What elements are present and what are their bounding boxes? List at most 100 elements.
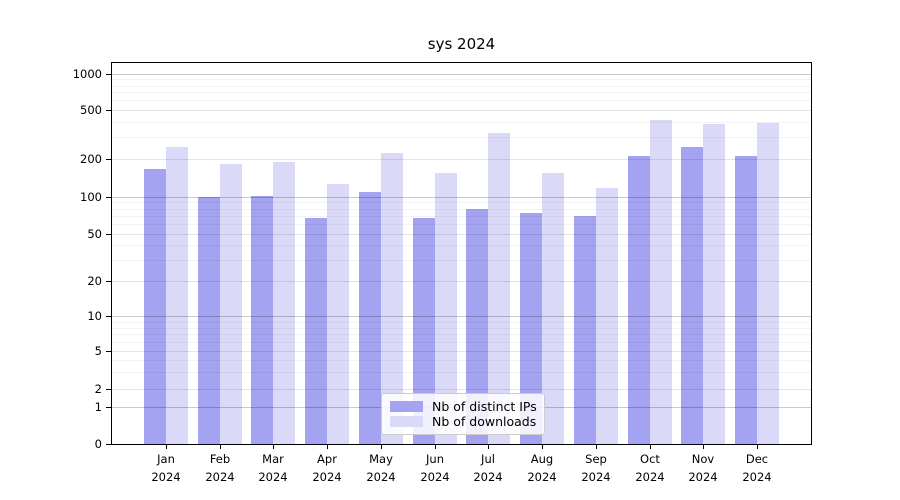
bar-downloads-jun [435,173,457,444]
y-tick-10 [106,316,111,317]
y-tick-1000 [106,74,111,75]
bar-distinct-ips-oct [628,156,650,444]
x-label-month: May [369,452,393,466]
bar-distinct-ips-sep [574,216,596,444]
bar-downloads-oct [650,120,672,444]
x-tick-feb [220,445,221,449]
x-tick-mar [273,445,274,449]
bar-downloads-aug [542,173,564,444]
bar-distinct-ips-dec [735,156,757,444]
x-label-year: 2024 [635,469,665,484]
y-tick-label-500: 500 [80,103,102,117]
x-label-month: Jan [157,452,175,466]
x-tick-label-may: May 2024 [353,451,409,486]
y-tick-label-5: 5 [94,344,102,358]
y-tick-500 [106,110,111,111]
bar-distinct-ips-jul [466,209,488,444]
y-tick-50 [106,234,111,235]
bar-distinct-ips-nov [681,147,703,444]
y-tick-label-1: 1 [94,400,102,414]
y-tick-5 [106,351,111,352]
x-label-month: Nov [691,452,715,466]
bar-distinct-ips-apr [305,218,327,444]
y-tick-label-1000: 1000 [72,67,102,81]
bar-downloads-feb [220,164,242,444]
bar-downloads-dec [757,123,779,444]
legend: Nb of distinct IPs Nb of downloads [381,393,545,435]
y-tick-1 [106,407,111,408]
y-tick-label-200: 200 [80,152,102,166]
x-label-month: Dec [745,452,769,466]
bar-distinct-ips-jan [144,169,166,444]
x-tick-label-jun: Jun 2024 [407,451,463,486]
x-label-month: Jul [481,452,495,466]
x-label-year: 2024 [366,469,396,484]
legend-swatch-downloads [390,416,423,427]
legend-swatch-distinct-ips [390,401,423,412]
x-label-year: 2024 [205,469,235,484]
x-label-year: 2024 [688,469,718,484]
x-tick-label-mar: Mar 2024 [245,451,301,486]
bars-layer [112,63,811,444]
x-tick-label-dec: Dec 2024 [729,451,785,486]
x-tick-label-aug: Aug 2024 [514,451,570,486]
legend-label-downloads: Nb of downloads [432,414,537,429]
y-tick-200 [106,159,111,160]
y-tick-label-2: 2 [94,382,102,396]
x-tick-jun [435,445,436,449]
bar-downloads-apr [327,184,349,444]
x-tick-nov [703,445,704,449]
bar-distinct-ips-may [359,192,381,444]
x-label-month: Feb [209,452,231,466]
x-label-month: Jun [426,452,444,466]
y-tick-label-50: 50 [87,227,102,241]
x-tick-label-nov: Nov 2024 [675,451,731,486]
legend-item-distinct-ips: Nb of distinct IPs [390,399,537,414]
x-label-year: 2024 [527,469,557,484]
bar-downloads-mar [273,162,295,444]
y-tick-label-0: 0 [94,437,102,451]
y-tick-label-100: 100 [80,190,102,204]
x-label-year: 2024 [581,469,611,484]
y-tick-20 [106,281,111,282]
bar-downloads-jan [166,147,188,444]
x-label-month: Aug [530,452,554,466]
x-label-month: Apr [317,452,337,466]
legend-label-distinct-ips: Nb of distinct IPs [432,399,537,414]
x-label-year: 2024 [420,469,450,484]
y-tick-label-20: 20 [87,274,102,288]
x-tick-may [381,445,382,449]
bar-downloads-nov [703,124,725,444]
y-tick-100 [106,197,111,198]
x-tick-sep [596,445,597,449]
x-tick-label-jan: Jan 2024 [138,451,194,486]
bar-downloads-jul [488,133,510,444]
y-tick-label-10: 10 [87,309,102,323]
x-label-month: Oct [640,452,660,466]
bar-distinct-ips-jun [413,218,435,444]
x-tick-jan [166,445,167,449]
x-tick-label-sep: Sep 2024 [568,451,624,486]
x-tick-jul [488,445,489,449]
x-label-year: 2024 [312,469,342,484]
x-label-year: 2024 [473,469,503,484]
bar-downloads-sep [596,188,618,444]
x-label-month: Mar [262,452,284,466]
x-tick-dec [757,445,758,449]
x-tick-oct [650,445,651,449]
bar-distinct-ips-feb [198,197,220,444]
plot-area: Nb of distinct IPs Nb of downloads [111,62,812,445]
bar-downloads-may [381,153,403,444]
x-tick-label-feb: Feb 2024 [192,451,248,486]
x-label-year: 2024 [742,469,772,484]
x-tick-label-apr: Apr 2024 [299,451,355,486]
x-label-year: 2024 [258,469,288,484]
y-tick-2 [106,389,111,390]
x-tick-label-oct: Oct 2024 [622,451,678,486]
x-label-year: 2024 [151,469,181,484]
bar-distinct-ips-mar [251,196,273,444]
x-tick-label-jul: Jul 2024 [460,451,516,486]
chart-title: sys 2024 [427,35,496,53]
legend-item-downloads: Nb of downloads [390,414,536,429]
